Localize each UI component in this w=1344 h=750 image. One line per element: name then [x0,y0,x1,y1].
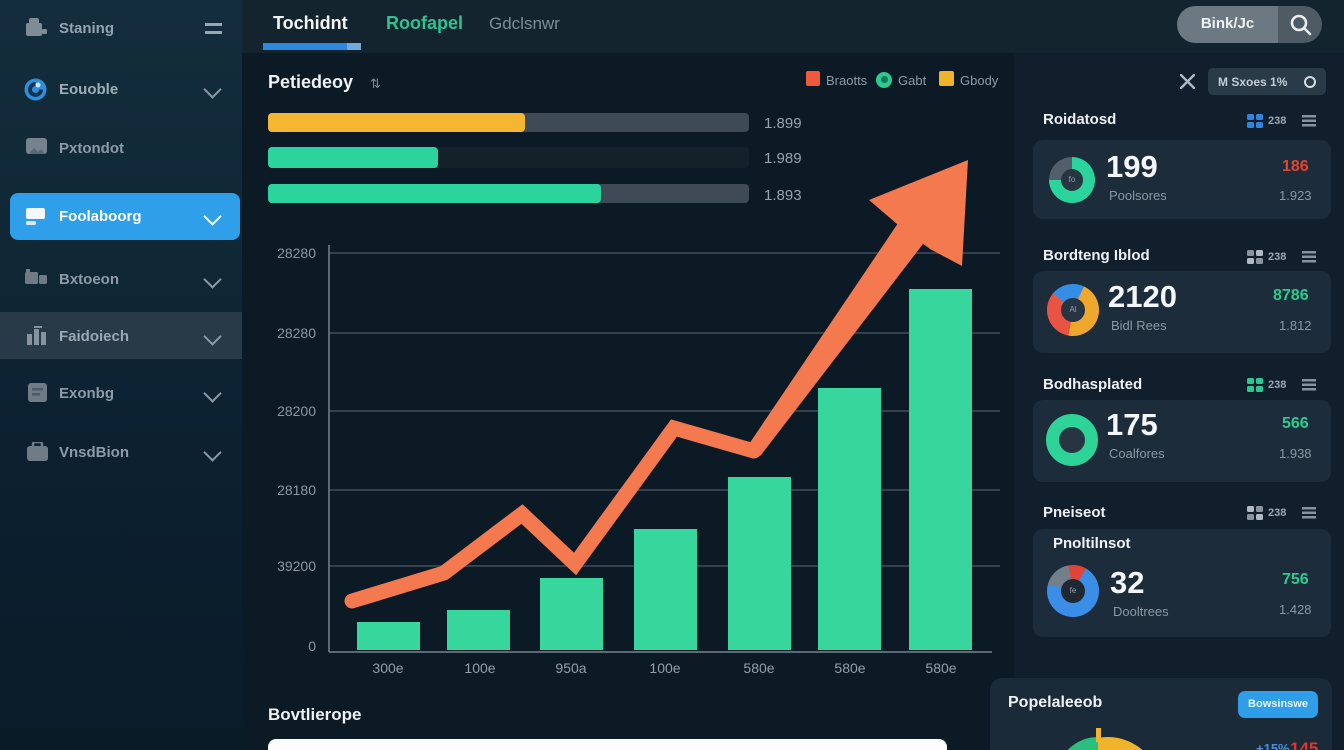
svg-text:28200: 28200 [277,403,316,419]
svg-text:580e: 580e [834,660,865,676]
svg-text:100e: 100e [649,660,680,676]
svg-text:0: 0 [308,638,316,654]
svg-text:300e: 300e [372,660,403,676]
svg-text:580e: 580e [925,660,956,676]
svg-text:28280: 28280 [277,245,316,261]
svg-text:950a: 950a [555,660,586,676]
svg-text:28280: 28280 [277,325,316,341]
svg-text:39200: 39200 [277,558,316,574]
svg-text:580e: 580e [743,660,774,676]
svg-text:100e: 100e [464,660,495,676]
svg-text:28180: 28180 [277,482,316,498]
